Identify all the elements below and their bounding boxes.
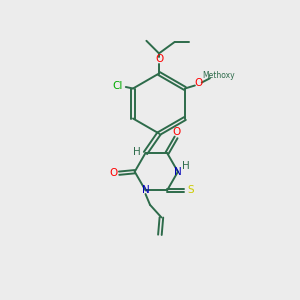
- Text: O: O: [110, 168, 118, 178]
- Text: Cl: Cl: [113, 80, 123, 91]
- Text: H: H: [133, 146, 141, 157]
- Text: H: H: [182, 161, 190, 171]
- Text: O: O: [155, 54, 163, 64]
- Text: O: O: [195, 78, 203, 88]
- Text: N: N: [142, 185, 149, 195]
- Text: S: S: [187, 185, 194, 195]
- Text: N: N: [174, 167, 182, 177]
- Text: Methoxy: Methoxy: [202, 71, 235, 80]
- Text: O: O: [172, 127, 181, 137]
